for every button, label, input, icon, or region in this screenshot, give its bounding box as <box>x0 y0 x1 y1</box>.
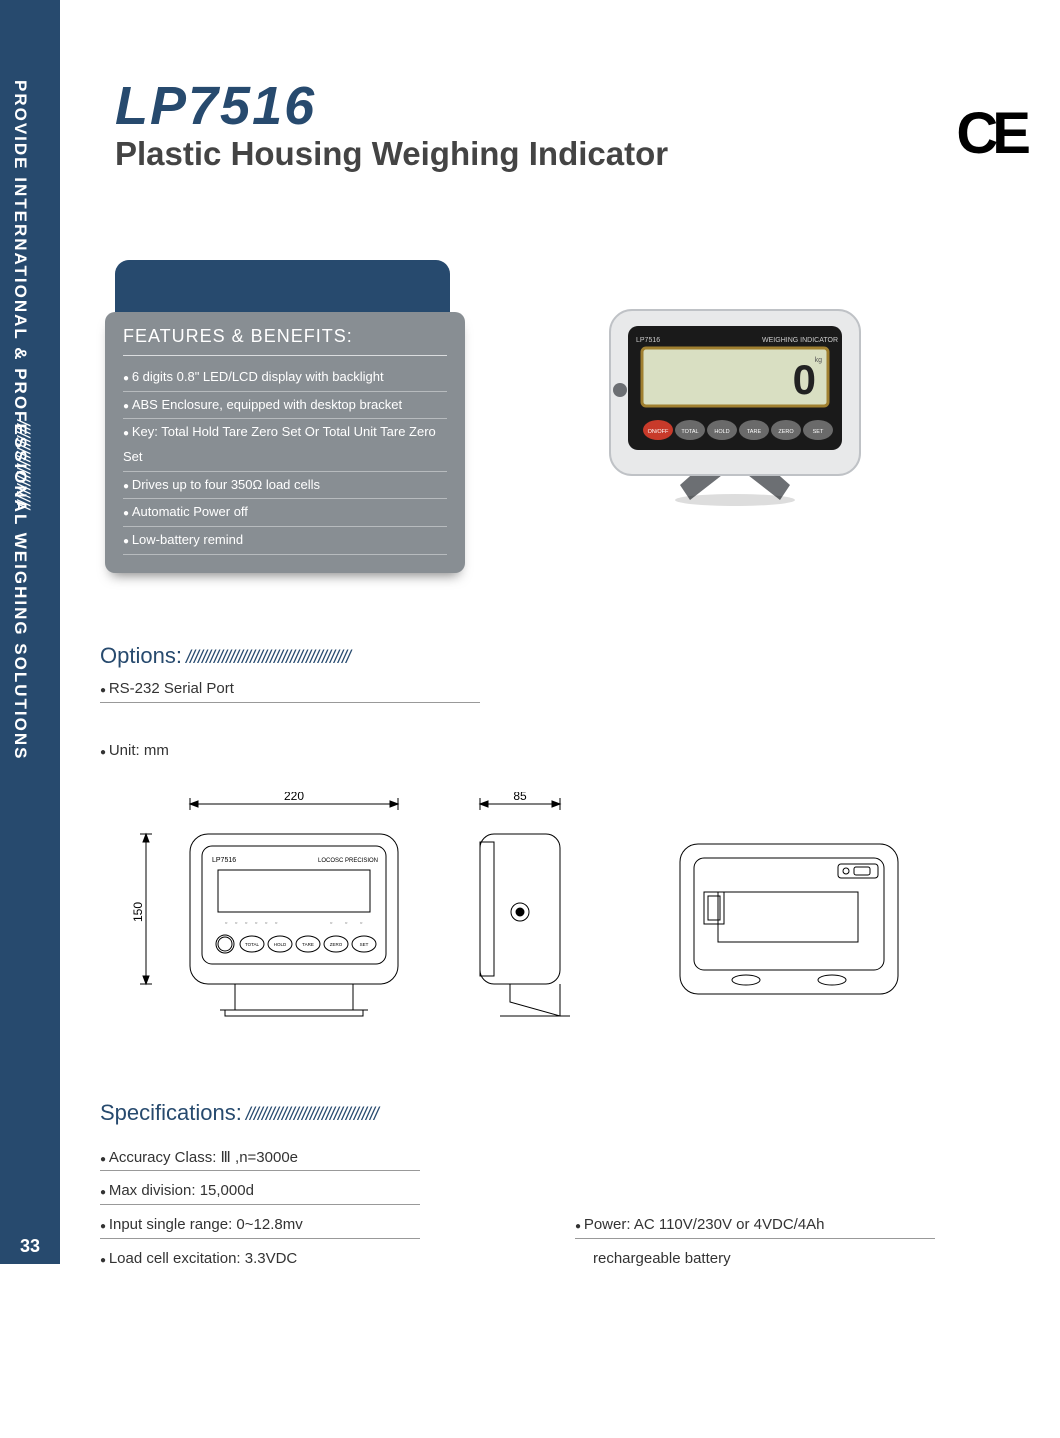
dim-depth: 85 <box>513 792 527 803</box>
svg-text:○: ○ <box>245 920 248 925</box>
spec-item-cont: rechargeable battery <box>593 1250 731 1267</box>
svg-text:TOTAL: TOTAL <box>681 429 698 435</box>
svg-text:○: ○ <box>265 920 268 925</box>
svg-text:○: ○ <box>345 920 348 925</box>
feature-item: Drives up to four 350Ω load cells <box>123 472 447 500</box>
features-tab <box>115 260 450 312</box>
features-panel: FEATURES & BENEFITS: 6 digits 0.8" LED/L… <box>105 312 465 573</box>
panel-label-right: WEIGHING INDICATOR <box>762 337 838 344</box>
dim-width: 220 <box>284 792 304 803</box>
svg-text:ZERO: ZERO <box>330 942 343 947</box>
svg-text:LOCOSC PRECISION: LOCOSC PRECISION <box>318 858 378 864</box>
options-heading: Options:////////////////////////////////… <box>100 643 350 669</box>
feature-item: Key: Total Hold Tare Zero Set Or Total U… <box>123 419 447 471</box>
display-unit: kg <box>815 357 823 364</box>
svg-text:○: ○ <box>255 920 258 925</box>
pivot-screw <box>613 383 627 397</box>
svg-text:○: ○ <box>275 920 278 925</box>
divider <box>100 702 480 703</box>
svg-text:○: ○ <box>225 920 228 925</box>
left-sidebar: PROVIDE INTERNATIONAL & PROFESSIONAL WEI… <box>0 0 60 1228</box>
feature-item: Low-battery remind <box>123 527 447 555</box>
svg-text:LP7516: LP7516 <box>212 857 236 864</box>
specifications-heading: Specifications://///////////////////////… <box>100 1100 378 1126</box>
option-item: Unit: mm <box>100 742 169 759</box>
display-value: 0 <box>793 356 816 403</box>
svg-text:HOLD: HOLD <box>274 942 287 947</box>
spec-item: Max division: 15,000d <box>100 1182 254 1199</box>
options-heading-text: Options: <box>100 643 182 668</box>
svg-text:SET: SET <box>360 942 369 947</box>
divider <box>100 1170 420 1171</box>
panel-label-model: LP7516 <box>636 337 660 344</box>
dim-height: 150 <box>131 902 145 922</box>
page-number: 33 <box>0 1228 60 1264</box>
divider <box>100 1204 420 1205</box>
svg-text:○: ○ <box>360 920 363 925</box>
svg-text:ON/OFF: ON/OFF <box>648 429 669 435</box>
svg-text:TARE: TARE <box>747 429 762 435</box>
spec-item: Accuracy Class: Ⅲ ,n=3000e <box>100 1148 298 1166</box>
specifications-heading-text: Specifications: <box>100 1100 242 1125</box>
feature-item: ABS Enclosure, equipped with desktop bra… <box>123 392 447 420</box>
feature-item: Automatic Power off <box>123 499 447 527</box>
svg-text:HOLD: HOLD <box>714 429 729 435</box>
svg-text:○: ○ <box>330 920 333 925</box>
hatch-icon: ///////////////////////////////// <box>246 1104 378 1124</box>
option-item: RS-232 Serial Port <box>100 680 234 697</box>
spec-item: Power: AC 110V/230V or 4VDC/4Ah <box>575 1216 825 1233</box>
product-photo: LP7516 WEIGHING INDICATOR 0 kg ON/OFF TO… <box>570 290 900 530</box>
svg-text:○: ○ <box>235 920 238 925</box>
spec-item: Load cell excitation: 3.3VDC <box>100 1250 297 1267</box>
ce-mark-icon: CE <box>956 100 1025 167</box>
divider <box>100 1238 420 1239</box>
svg-text:TOTAL: TOTAL <box>245 942 260 947</box>
hatch-icon: ////////////////////////////////////////… <box>186 647 350 667</box>
sidebar-hatch: ////////////////////// <box>11 420 33 670</box>
spec-item: Input single range: 0~12.8mv <box>100 1216 303 1233</box>
svg-text:SET: SET <box>813 429 824 435</box>
model-title: LP7516 <box>115 75 316 137</box>
svg-text:TARE: TARE <box>302 942 314 947</box>
features-list: 6 digits 0.8" LED/LCD display with backl… <box>123 364 447 555</box>
divider <box>575 1238 935 1239</box>
subtitle: Plastic Housing Weighing Indicator <box>115 135 668 173</box>
dimension-diagrams: 220 150 LP7516 LOCOSC PRECISION ○○○ ○○○ … <box>130 792 950 1062</box>
features-heading: FEATURES & BENEFITS: <box>123 326 447 356</box>
svg-text:ZERO: ZERO <box>778 429 794 435</box>
feature-item: 6 digits 0.8" LED/LCD display with backl… <box>123 364 447 392</box>
